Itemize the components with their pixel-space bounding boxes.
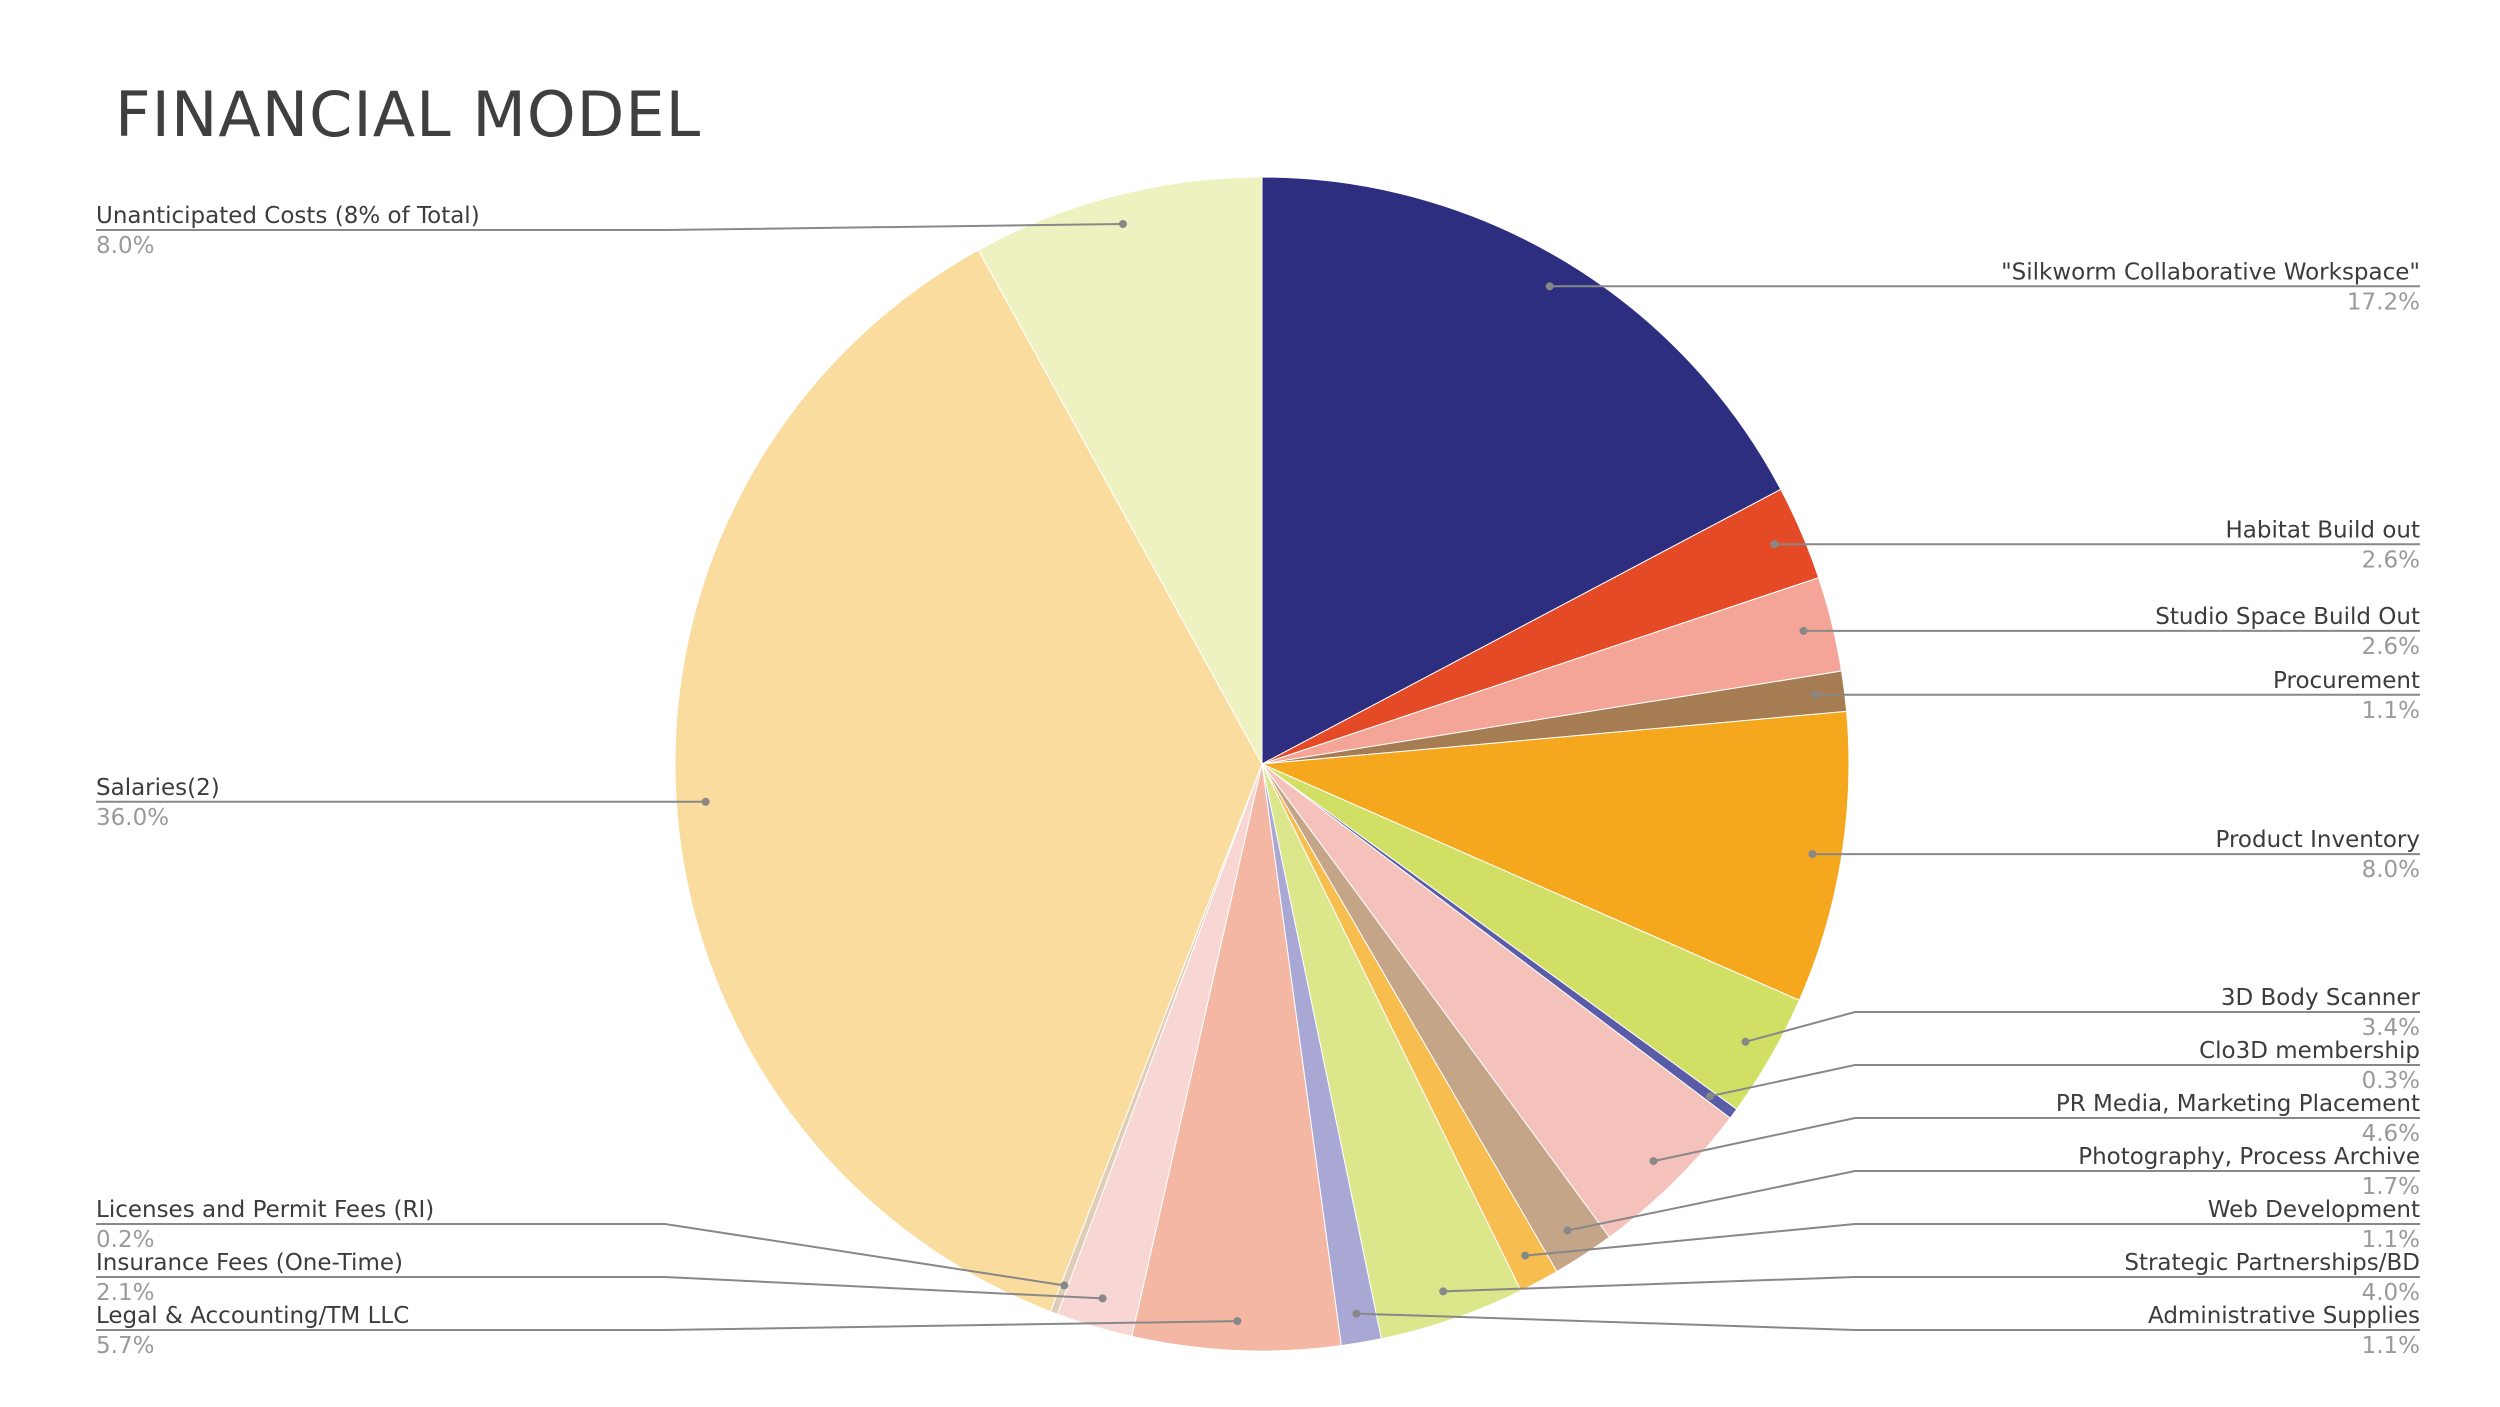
leader-dot bbox=[1770, 540, 1779, 549]
slice-percent-label: 2.6% bbox=[2362, 634, 2420, 660]
leader-lines bbox=[96, 220, 2420, 1331]
pie-slice bbox=[1261, 710, 1850, 1001]
slice-percent-label: 5.7% bbox=[96, 1333, 154, 1359]
slice-percent-label: 17.2% bbox=[2347, 289, 2420, 315]
pie-slice bbox=[1131, 763, 1342, 1352]
slice-label: Photography, Process Archive bbox=[2078, 1144, 2420, 1170]
leader-dot bbox=[1563, 1226, 1572, 1235]
leader-line bbox=[96, 1223, 1065, 1287]
pie-slice bbox=[977, 176, 1263, 765]
slice-percent-label: 1.7% bbox=[2362, 1174, 2420, 1200]
leader-dot bbox=[1521, 1251, 1530, 1260]
slice-percent-label: 1.1% bbox=[2362, 698, 2420, 724]
page-title: FINANCIAL MODEL bbox=[115, 78, 702, 151]
leader-dot bbox=[1811, 690, 1820, 699]
slice-percent-label: 3.4% bbox=[2362, 1015, 2420, 1041]
leader-line bbox=[1443, 1276, 2420, 1293]
slice-label: Clo3D membership bbox=[2199, 1038, 2420, 1064]
slice-label: Studio Space Build Out bbox=[2155, 604, 2420, 630]
slice-label: Strategic Partnerships/BD bbox=[2124, 1250, 2420, 1276]
slice-percent-label: 1.1% bbox=[2362, 1227, 2420, 1253]
leader-line bbox=[1709, 1064, 2420, 1098]
leader-dot bbox=[1808, 850, 1817, 859]
slice-label: PR Media, Marketing Placement bbox=[2056, 1091, 2420, 1117]
leader-dot bbox=[1545, 282, 1554, 291]
slice-percent-label: 36.0% bbox=[96, 805, 169, 831]
slice-percent-label: 4.0% bbox=[2362, 1280, 2420, 1306]
leader-dot bbox=[701, 797, 710, 806]
leader-dot bbox=[1060, 1281, 1069, 1290]
pie-slice bbox=[1261, 176, 1782, 765]
slice-label: Web Development bbox=[2208, 1197, 2420, 1223]
slice-percent-label: 2.6% bbox=[2362, 547, 2420, 573]
leader-dot bbox=[1705, 1092, 1714, 1101]
pie-slice bbox=[1261, 763, 1731, 1238]
slice-percent-label: 4.6% bbox=[2362, 1121, 2420, 1147]
leader-dot bbox=[1799, 626, 1808, 635]
slice-label: Procurement bbox=[2273, 668, 2420, 694]
slice-percent-label: 2.1% bbox=[96, 1280, 154, 1306]
slice-label: Salaries(2) bbox=[96, 775, 220, 801]
leader-dot bbox=[1439, 1287, 1448, 1296]
slice-label: "Silkworm Collaborative Workspace" bbox=[2001, 259, 2420, 285]
pie-slices bbox=[674, 176, 1850, 1352]
slice-label: Habitat Build out bbox=[2225, 517, 2420, 543]
slice-percent-label: 0.2% bbox=[96, 1227, 154, 1253]
slice-label: Product Inventory bbox=[2216, 827, 2421, 853]
slice-percent-label: 8.0% bbox=[2362, 857, 2420, 883]
leader-line bbox=[1745, 1011, 2420, 1043]
slice-percent-label: 8.0% bbox=[96, 233, 154, 259]
leader-line bbox=[1653, 1117, 2420, 1163]
leader-dot bbox=[1233, 1317, 1242, 1326]
leader-line bbox=[96, 223, 1123, 231]
slice-labels: "Silkworm Collaborative Workspace" 17.2% H… bbox=[96, 203, 2421, 1359]
slice-label: Legal & Accounting/TM LLC bbox=[96, 1303, 409, 1329]
leader-line bbox=[1567, 1170, 2420, 1232]
pie-slice bbox=[674, 249, 1263, 1313]
slice-label: Unanticipated Costs (8% of Total) bbox=[96, 203, 480, 229]
leader-dot bbox=[1649, 1157, 1658, 1166]
slice-label: Insurance Fees (One-Time) bbox=[96, 1250, 403, 1276]
leader-line bbox=[1525, 1223, 2420, 1257]
leader-dot bbox=[1741, 1037, 1750, 1046]
leader-dot bbox=[1118, 220, 1127, 228]
leader-line bbox=[96, 1276, 1103, 1300]
slice-percent-label: 0.3% bbox=[2362, 1068, 2420, 1094]
leader-line bbox=[1356, 1312, 2420, 1331]
slice-label: Administrative Supplies bbox=[2148, 1303, 2420, 1329]
leader-dot bbox=[1352, 1309, 1361, 1318]
leader-dot bbox=[1098, 1294, 1107, 1303]
leader-line bbox=[96, 1320, 1238, 1331]
slice-label: 3D Body Scanner bbox=[2221, 985, 2421, 1011]
slice-percent-label: 1.1% bbox=[2362, 1333, 2420, 1359]
slice-label: Licenses and Permit Fees (RI) bbox=[96, 1197, 434, 1223]
